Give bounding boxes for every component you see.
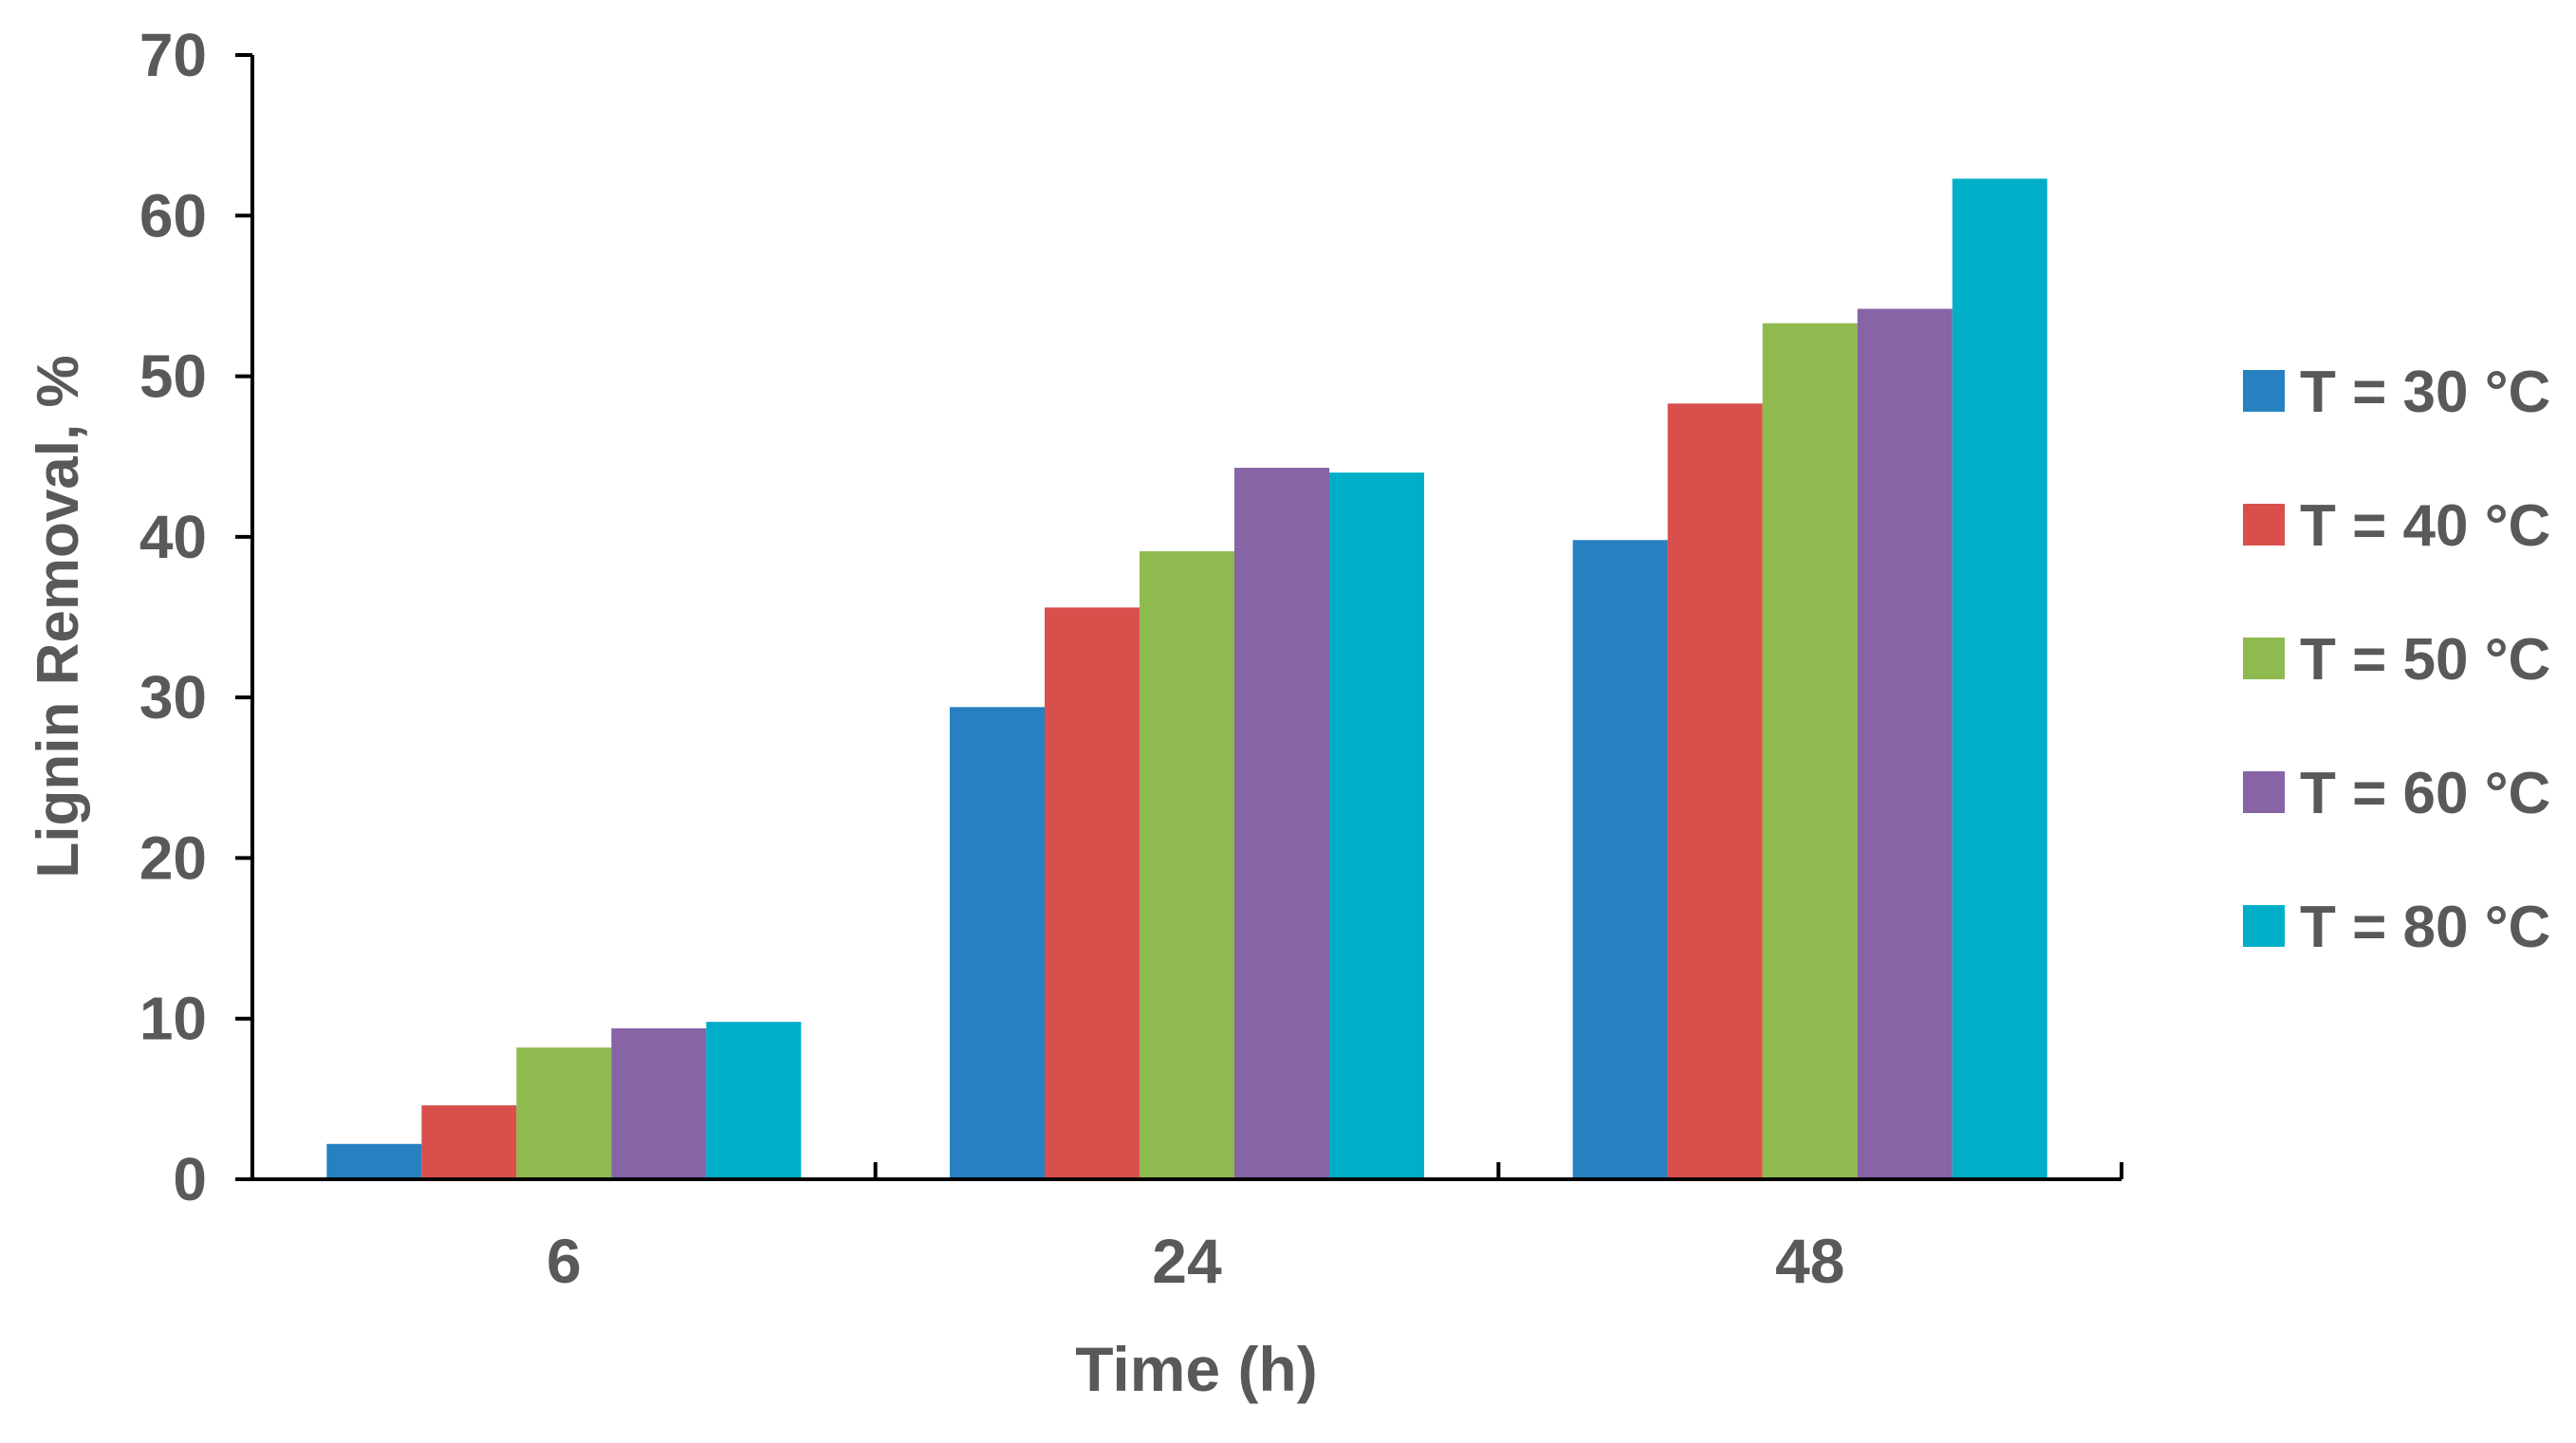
bar [1140, 551, 1234, 1179]
legend-swatch [2243, 504, 2285, 546]
bar [1234, 468, 1329, 1179]
y-tick-label: 0 [173, 1145, 207, 1213]
legend-label: T = 30 °C [2300, 360, 2550, 425]
y-axis-title: Lignin Removal, % [26, 355, 91, 878]
bar [1572, 540, 1668, 1179]
bar [706, 1022, 802, 1179]
legend: T = 30 °C T = 40 °C T = 50 °C T = 60 °C T = … [2243, 360, 2550, 960]
legend-label: T = 40 °C [2300, 493, 2550, 559]
legend-label: T = 80 °C [2300, 895, 2550, 960]
bar [1857, 308, 1953, 1179]
bar [1045, 607, 1140, 1179]
x-tick-label: 6 [547, 1226, 582, 1296]
bar [1952, 178, 2048, 1180]
y-tick-label: 70 [139, 21, 207, 89]
legend-label: T = 50 °C [2300, 627, 2550, 693]
legend-label: T = 60 °C [2300, 761, 2550, 826]
y-tick-label: 20 [139, 823, 207, 892]
y-tick-label: 40 [139, 503, 207, 571]
x-tick-label: 24 [1152, 1226, 1222, 1296]
bar [1762, 323, 1858, 1179]
bar [950, 707, 1045, 1179]
bar [611, 1027, 707, 1179]
x-tick-label: 48 [1775, 1226, 1844, 1296]
y-tick-label: 60 [139, 181, 207, 250]
legend-swatch [2243, 638, 2285, 679]
legend-swatch [2243, 771, 2285, 813]
bar [326, 1143, 422, 1179]
axes-layer [235, 53, 2123, 1181]
bar [1667, 403, 1763, 1180]
y-tick-label: 30 [139, 663, 207, 731]
bars-layer [326, 178, 2048, 1180]
bar [421, 1105, 517, 1179]
x-axis-title: Time (h) [1075, 1334, 1317, 1404]
y-tick-labels: 0 10 20 30 40 50 60 70 [139, 21, 207, 1213]
legend-swatch [2243, 905, 2285, 947]
y-tick-label: 10 [139, 985, 207, 1053]
y-tick-label: 50 [139, 342, 207, 411]
legend-swatch [2243, 370, 2285, 412]
bar [516, 1047, 612, 1179]
bar [1329, 472, 1424, 1180]
x-tick-labels: 6 24 48 [547, 1226, 1844, 1296]
